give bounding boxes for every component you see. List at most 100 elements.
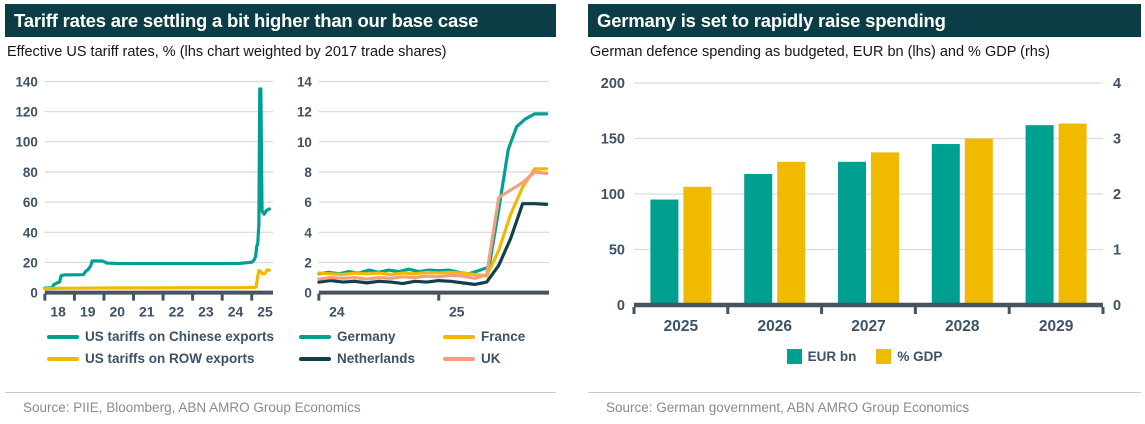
svg-text:20: 20: [110, 304, 126, 320]
left-separator-line: [5, 392, 556, 393]
svg-text:2026: 2026: [757, 318, 792, 335]
us-tariffs-legend: US tariffs on Chinese exports US tariffs …: [47, 329, 299, 366]
defence-panel: Germany is set to rapidly raise spending…: [588, 4, 1141, 420]
bar-gdp-2025: [683, 186, 712, 305]
legend-swatch-us-tariffs-on-chinese-exports: [47, 334, 79, 339]
defence-legend: EUR bn % GDP: [588, 349, 1141, 364]
legend-swatch-uk: [443, 356, 476, 361]
svg-text:0: 0: [30, 286, 37, 301]
tariff-panel: Tariff rates are settling a bit higher t…: [5, 4, 556, 420]
left-panel-subtitle: Effective US tariff rates, % (lhs chart …: [7, 44, 447, 60]
legend-swatch-france: [443, 334, 476, 339]
bar-eur-bn-2025: [650, 199, 679, 305]
svg-text:2029: 2029: [1039, 318, 1074, 335]
svg-text:4: 4: [304, 225, 312, 240]
series-us-tariffs-on-chinese-exports: [43, 87, 272, 290]
right-separator-line: [588, 392, 1141, 393]
legend-item-gdp: % GDP: [876, 349, 942, 364]
bar-gdp-2029: [1058, 123, 1087, 305]
svg-text:140: 140: [15, 74, 37, 89]
svg-text:20: 20: [23, 255, 38, 270]
svg-text:150: 150: [601, 132, 625, 148]
legend-label-uk: UK: [481, 351, 501, 366]
svg-text:3: 3: [1113, 132, 1121, 148]
bar-gdp-2026: [777, 161, 806, 305]
svg-text:100: 100: [601, 187, 625, 203]
svg-text:2: 2: [1113, 187, 1121, 203]
series-france: [317, 167, 549, 278]
series-netherlands: [317, 202, 549, 286]
svg-text:24: 24: [329, 304, 345, 320]
right-charts-row: 0 0 50 1 100 2 150 3 200 4 2025 2026 2027 2028 2029: [588, 71, 1141, 339]
svg-text:2028: 2028: [945, 318, 980, 335]
eu-tariffs-legend: Germany France Netherlands UK: [299, 329, 525, 366]
legend-label-us-tariffs-on-row-exports: US tariffs on ROW exports: [85, 351, 255, 366]
legend-item-netherlands: Netherlands: [299, 351, 415, 366]
svg-text:0: 0: [1113, 298, 1121, 314]
svg-text:2: 2: [304, 255, 311, 270]
bar-eur-bn-2027: [838, 161, 866, 305]
svg-text:19: 19: [80, 304, 96, 320]
svg-text:25: 25: [257, 304, 273, 320]
svg-text:200: 200: [601, 76, 625, 92]
right-panel-subtitle: German defence spending as budgeted, EUR…: [590, 44, 1050, 60]
legend-label-us-tariffs-on-chinese-exports: US tariffs on Chinese exports: [85, 329, 275, 344]
svg-text:24: 24: [228, 304, 244, 320]
legend-item-us-tariffs-on-row-exports: US tariffs on ROW exports: [47, 351, 299, 366]
svg-text:10: 10: [297, 135, 312, 150]
legend-swatch-netherlands: [299, 356, 331, 361]
legend-label-gdp: % GDP: [897, 349, 943, 364]
series-uk: [317, 170, 549, 281]
svg-text:50: 50: [609, 243, 625, 259]
svg-text:120: 120: [15, 105, 37, 120]
svg-text:22: 22: [169, 304, 185, 320]
svg-text:23: 23: [198, 304, 214, 320]
us-tariffs-line-chart: 0 20 40 60 80 100 120 140 18 19 20 21 22 23 24 25: [15, 74, 273, 320]
svg-text:0: 0: [617, 298, 625, 314]
svg-text:60: 60: [23, 195, 38, 210]
left-panel-title: Tariff rates are settling a bit higher t…: [5, 4, 556, 37]
left-source-block: Source: PIIE, Bloomberg, ABN AMRO Group …: [5, 392, 556, 420]
svg-text:2025: 2025: [664, 318, 699, 335]
legend-item-eur-bn: EUR bn: [786, 349, 857, 364]
svg-text:4: 4: [1113, 76, 1121, 92]
legend-item-germany: Germany: [299, 329, 415, 344]
legend-label-eur-bn: EUR bn: [807, 349, 857, 364]
right-source-text: Source: German government, ABN AMRO Grou…: [606, 400, 970, 415]
bar-eur-bn-2026: [744, 174, 773, 305]
legend-label-france: France: [481, 329, 526, 344]
svg-text:8: 8: [304, 165, 312, 180]
legend-item-uk: UK: [443, 351, 525, 366]
bar-gdp-2027: [871, 152, 899, 305]
legend-swatch-us-tariffs-on-row-exports: [47, 356, 79, 361]
svg-text:0: 0: [304, 286, 311, 301]
legend-item-france: France: [443, 329, 525, 344]
right-panel-title: Germany is set to rapidly raise spending: [588, 4, 1141, 37]
left-legend-row: US tariffs on Chinese exports US tariffs …: [5, 329, 556, 366]
left-source-text: Source: PIIE, Bloomberg, ABN AMRO Group …: [23, 400, 361, 415]
series-germany: [317, 112, 549, 276]
legend-swatch-germany: [299, 334, 331, 339]
svg-text:2027: 2027: [851, 318, 885, 335]
svg-text:1: 1: [1113, 243, 1121, 259]
svg-text:25: 25: [449, 304, 465, 320]
svg-text:21: 21: [139, 304, 155, 320]
legend-item-us-tariffs-on-chinese-exports: US tariffs on Chinese exports: [47, 329, 299, 344]
legend-label-netherlands: Netherlands: [337, 351, 416, 366]
svg-text:12: 12: [297, 105, 312, 120]
svg-text:18: 18: [50, 304, 66, 320]
svg-text:14: 14: [297, 74, 312, 89]
right-source-block: Source: German government, ABN AMRO Grou…: [588, 392, 1141, 420]
legend-swatch-gdp: [876, 349, 892, 364]
svg-text:40: 40: [23, 225, 38, 240]
svg-text:100: 100: [15, 135, 37, 150]
svg-text:6: 6: [304, 195, 311, 210]
defence-spending-bar-chart: 0 0 50 1 100 2 150 3 200 4 2025 2026 2027 2028 2029: [601, 76, 1121, 335]
bar-gdp-2028: [964, 138, 993, 305]
bar-eur-bn-2029: [1025, 125, 1054, 306]
legend-label-germany: Germany: [337, 329, 396, 344]
svg-text:80: 80: [23, 165, 38, 180]
